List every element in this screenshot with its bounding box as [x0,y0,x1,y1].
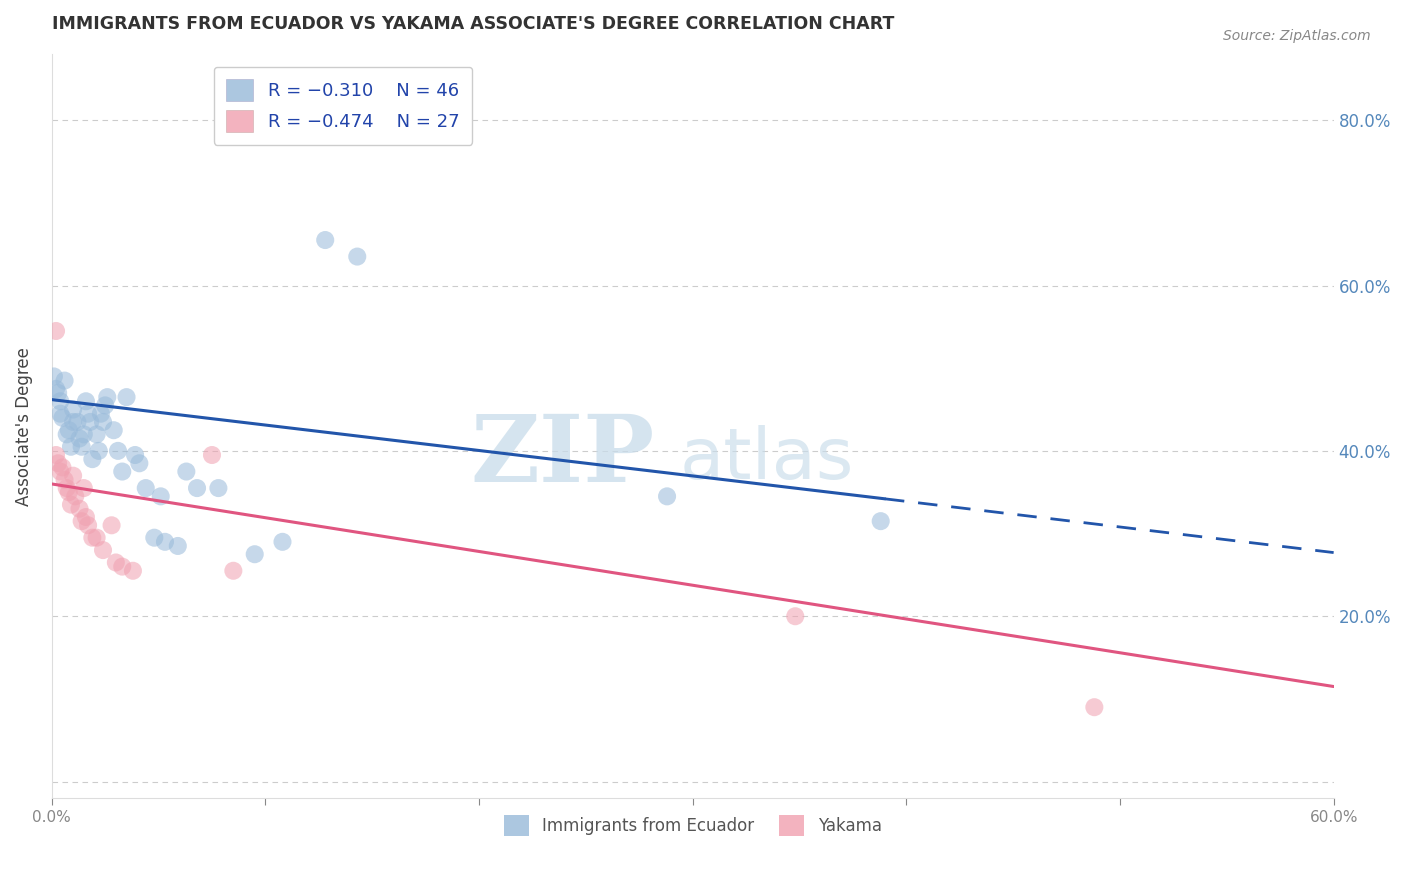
Point [53,374,76,388]
Point [70,440,93,454]
Point [82,531,104,545]
Point [186,481,208,495]
Point [73,427,96,442]
Point [45,382,67,396]
Point [49,394,72,409]
Point [65,489,87,503]
Point [69,501,91,516]
Point [58,485,80,500]
Point [143,531,166,545]
Point [86,427,108,442]
Point [55,427,77,442]
Point [45,324,67,338]
Point [107,443,129,458]
Point [128,456,150,470]
Point [69,432,91,446]
Point [94,398,117,412]
Point [53,473,76,487]
Point [1083,700,1105,714]
Point [785,609,807,624]
Point [62,415,84,429]
Point [75,510,97,524]
Point [77,518,100,533]
Legend: Immigrants from Ecuador, Yakama: Immigrants from Ecuador, Yakama [494,805,891,846]
Point [42,369,65,384]
Point [153,534,176,549]
Point [111,465,134,479]
Point [86,531,108,545]
Point [124,448,146,462]
Point [104,556,127,570]
Point [46,456,69,470]
Text: ZIP: ZIP [470,411,654,500]
Point [655,489,678,503]
Point [91,543,114,558]
Text: atlas: atlas [681,425,855,494]
Point [90,407,112,421]
Point [176,465,198,479]
Point [271,534,294,549]
Point [314,233,336,247]
Point [62,468,84,483]
Point [58,423,80,437]
Text: Source: ZipAtlas.com: Source: ZipAtlas.com [1223,29,1371,43]
Point [59,498,82,512]
Text: IMMIGRANTS FROM ECUADOR VS YAKAMA ASSOCIATE'S DEGREE CORRELATION CHART: IMMIGRANTS FROM ECUADOR VS YAKAMA ASSOCI… [52,15,894,33]
Point [111,559,134,574]
Point [70,514,93,528]
Point [46,386,69,401]
Point [201,448,224,462]
Point [135,481,157,495]
Point [122,564,145,578]
Point [55,481,77,495]
Point [243,547,266,561]
Point [149,489,172,503]
Point [869,514,891,528]
Point [77,407,100,421]
Point [51,410,73,425]
Point [79,415,101,429]
Point [49,407,72,421]
Point [100,518,122,533]
Point [82,452,104,467]
Point [62,402,84,417]
Point [96,390,118,404]
Point [346,250,368,264]
Point [49,465,72,479]
Point [66,415,89,429]
Point [51,460,73,475]
Point [103,423,125,437]
Y-axis label: Associate's Degree: Associate's Degree [15,347,32,506]
Point [75,394,97,409]
Point [59,440,82,454]
Point [115,390,138,404]
Point [87,443,110,458]
Point [166,539,188,553]
Point [45,448,67,462]
Point [222,564,245,578]
Point [91,415,114,429]
Point [207,481,229,495]
Point [73,481,96,495]
